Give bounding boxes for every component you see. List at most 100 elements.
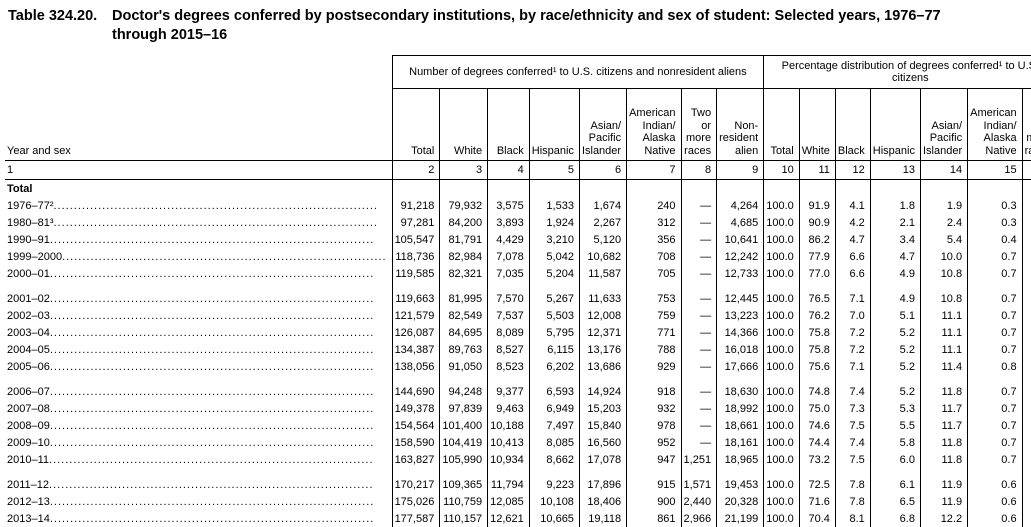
spacer-cell	[967, 468, 1023, 476]
value-cell: 9,377	[487, 383, 530, 400]
value-cell: 77.9	[798, 248, 836, 265]
value-cell: —	[1021, 417, 1031, 434]
dot-leader: ........................................…	[49, 292, 375, 305]
dot-leader: ........................................…	[49, 419, 375, 432]
value-cell: 18,406	[578, 493, 627, 510]
value-cell: 12,242	[716, 248, 764, 265]
value-cell: 708	[626, 248, 682, 265]
value-cell: —	[1021, 214, 1031, 231]
value-cell: 100.0	[763, 197, 800, 214]
value-cell: 7.1	[834, 358, 871, 375]
value-cell: —	[680, 400, 717, 417]
value-cell: 0.6	[967, 510, 1023, 527]
spacer-cell	[5, 282, 392, 290]
value-cell: 81,995	[439, 290, 488, 307]
value-cell: 97,839	[439, 400, 488, 417]
value-cell: 1,674	[578, 197, 627, 214]
value-cell: —	[1021, 197, 1031, 214]
spacer-cell	[680, 282, 717, 290]
value-cell: 10,413	[487, 434, 530, 451]
value-cell: 5,042	[528, 248, 580, 265]
dot-leader: ........................................…	[49, 343, 375, 356]
value-cell: 10.0	[919, 248, 968, 265]
empty-cell	[763, 179, 800, 197]
value-cell: 0.7	[967, 383, 1023, 400]
value-cell: 11.8	[919, 383, 968, 400]
statistics-table: Year and sex Number of degrees conferred¹…	[5, 55, 1031, 527]
empty-cell	[1021, 179, 1031, 197]
value-cell: 6,949	[528, 400, 580, 417]
spacer-cell	[798, 282, 836, 290]
spacer-cell	[626, 375, 682, 383]
year-text: 1976–77²	[7, 199, 54, 212]
value-cell: 10.8	[919, 265, 968, 282]
column-header: American Indian/ Alaska Native	[967, 88, 1023, 161]
value-cell: —	[680, 197, 717, 214]
value-cell: 3,210	[528, 231, 580, 248]
value-cell: 20,328	[716, 493, 764, 510]
value-cell: 12,733	[716, 265, 764, 282]
value-cell: 14,366	[716, 324, 764, 341]
column-header: Asian/ Pacific Islander	[919, 88, 968, 161]
value-cell: 101,400	[439, 417, 488, 434]
value-cell: 18,630	[716, 383, 764, 400]
value-cell: 73.2	[798, 451, 836, 468]
year-text: 2012–13	[7, 495, 50, 508]
spacer-cell	[763, 282, 800, 290]
value-cell: 0.7	[967, 400, 1023, 417]
value-cell: 100.0	[763, 248, 800, 265]
column-number: 7	[626, 160, 682, 180]
column-number: 2	[391, 160, 440, 180]
value-cell: 10,108	[528, 493, 580, 510]
year-label: 2007–08.................................…	[5, 400, 392, 417]
table-row: 2012–13.................................…	[5, 493, 1031, 510]
empty-cell	[798, 179, 836, 197]
value-cell: 104,419	[439, 434, 488, 451]
column-number: 14	[919, 160, 968, 180]
value-cell: 11.8	[919, 434, 968, 451]
spacer-cell	[680, 468, 717, 476]
value-cell: 0.6	[967, 476, 1023, 493]
column-header: White	[439, 88, 488, 161]
spacer-cell	[578, 468, 627, 476]
value-cell: 1,251	[680, 451, 717, 468]
empty-cell	[967, 179, 1023, 197]
value-cell: 2,440	[680, 493, 717, 510]
spacer-cell	[763, 375, 800, 383]
value-cell: 90.9	[798, 214, 836, 231]
column-number: 11	[798, 160, 836, 180]
spacer-cell	[439, 468, 488, 476]
value-cell: 5,120	[578, 231, 627, 248]
spacer-cell	[919, 282, 968, 290]
value-cell: 100.0	[763, 307, 800, 324]
spacer-cell	[869, 468, 921, 476]
spacer-cell	[1021, 282, 1031, 290]
spacer-cell	[967, 375, 1023, 383]
value-cell: 10,682	[578, 248, 627, 265]
value-cell: —	[1021, 248, 1031, 265]
dot-leader: ........................................…	[49, 453, 374, 466]
column-header: Two or more races	[680, 88, 717, 161]
value-cell: 1.8	[869, 197, 921, 214]
value-cell: —	[680, 290, 717, 307]
value-cell: 100.0	[763, 476, 800, 493]
value-cell: 110,759	[439, 493, 488, 510]
value-cell: 2.4	[919, 214, 968, 231]
column-number: 4	[487, 160, 530, 180]
value-cell: 861	[626, 510, 682, 527]
year-text: 2003–04	[7, 326, 50, 339]
value-cell: —	[680, 307, 717, 324]
spacer-cell	[487, 282, 530, 290]
year-label: 2004–05.................................…	[5, 341, 392, 358]
value-cell: 8,523	[487, 358, 530, 375]
column-header: American Indian/ Alaska Native	[626, 88, 682, 161]
value-cell: 7.2	[834, 341, 871, 358]
value-cell: 100.0	[763, 400, 800, 417]
value-cell: 788	[626, 341, 682, 358]
value-cell: 76.5	[798, 290, 836, 307]
value-cell: 100.0	[763, 417, 800, 434]
value-cell: 0.7	[967, 307, 1023, 324]
year-label: 1980–81³................................…	[5, 214, 392, 231]
value-cell: 11.4	[919, 358, 968, 375]
value-cell: 18,161	[716, 434, 764, 451]
